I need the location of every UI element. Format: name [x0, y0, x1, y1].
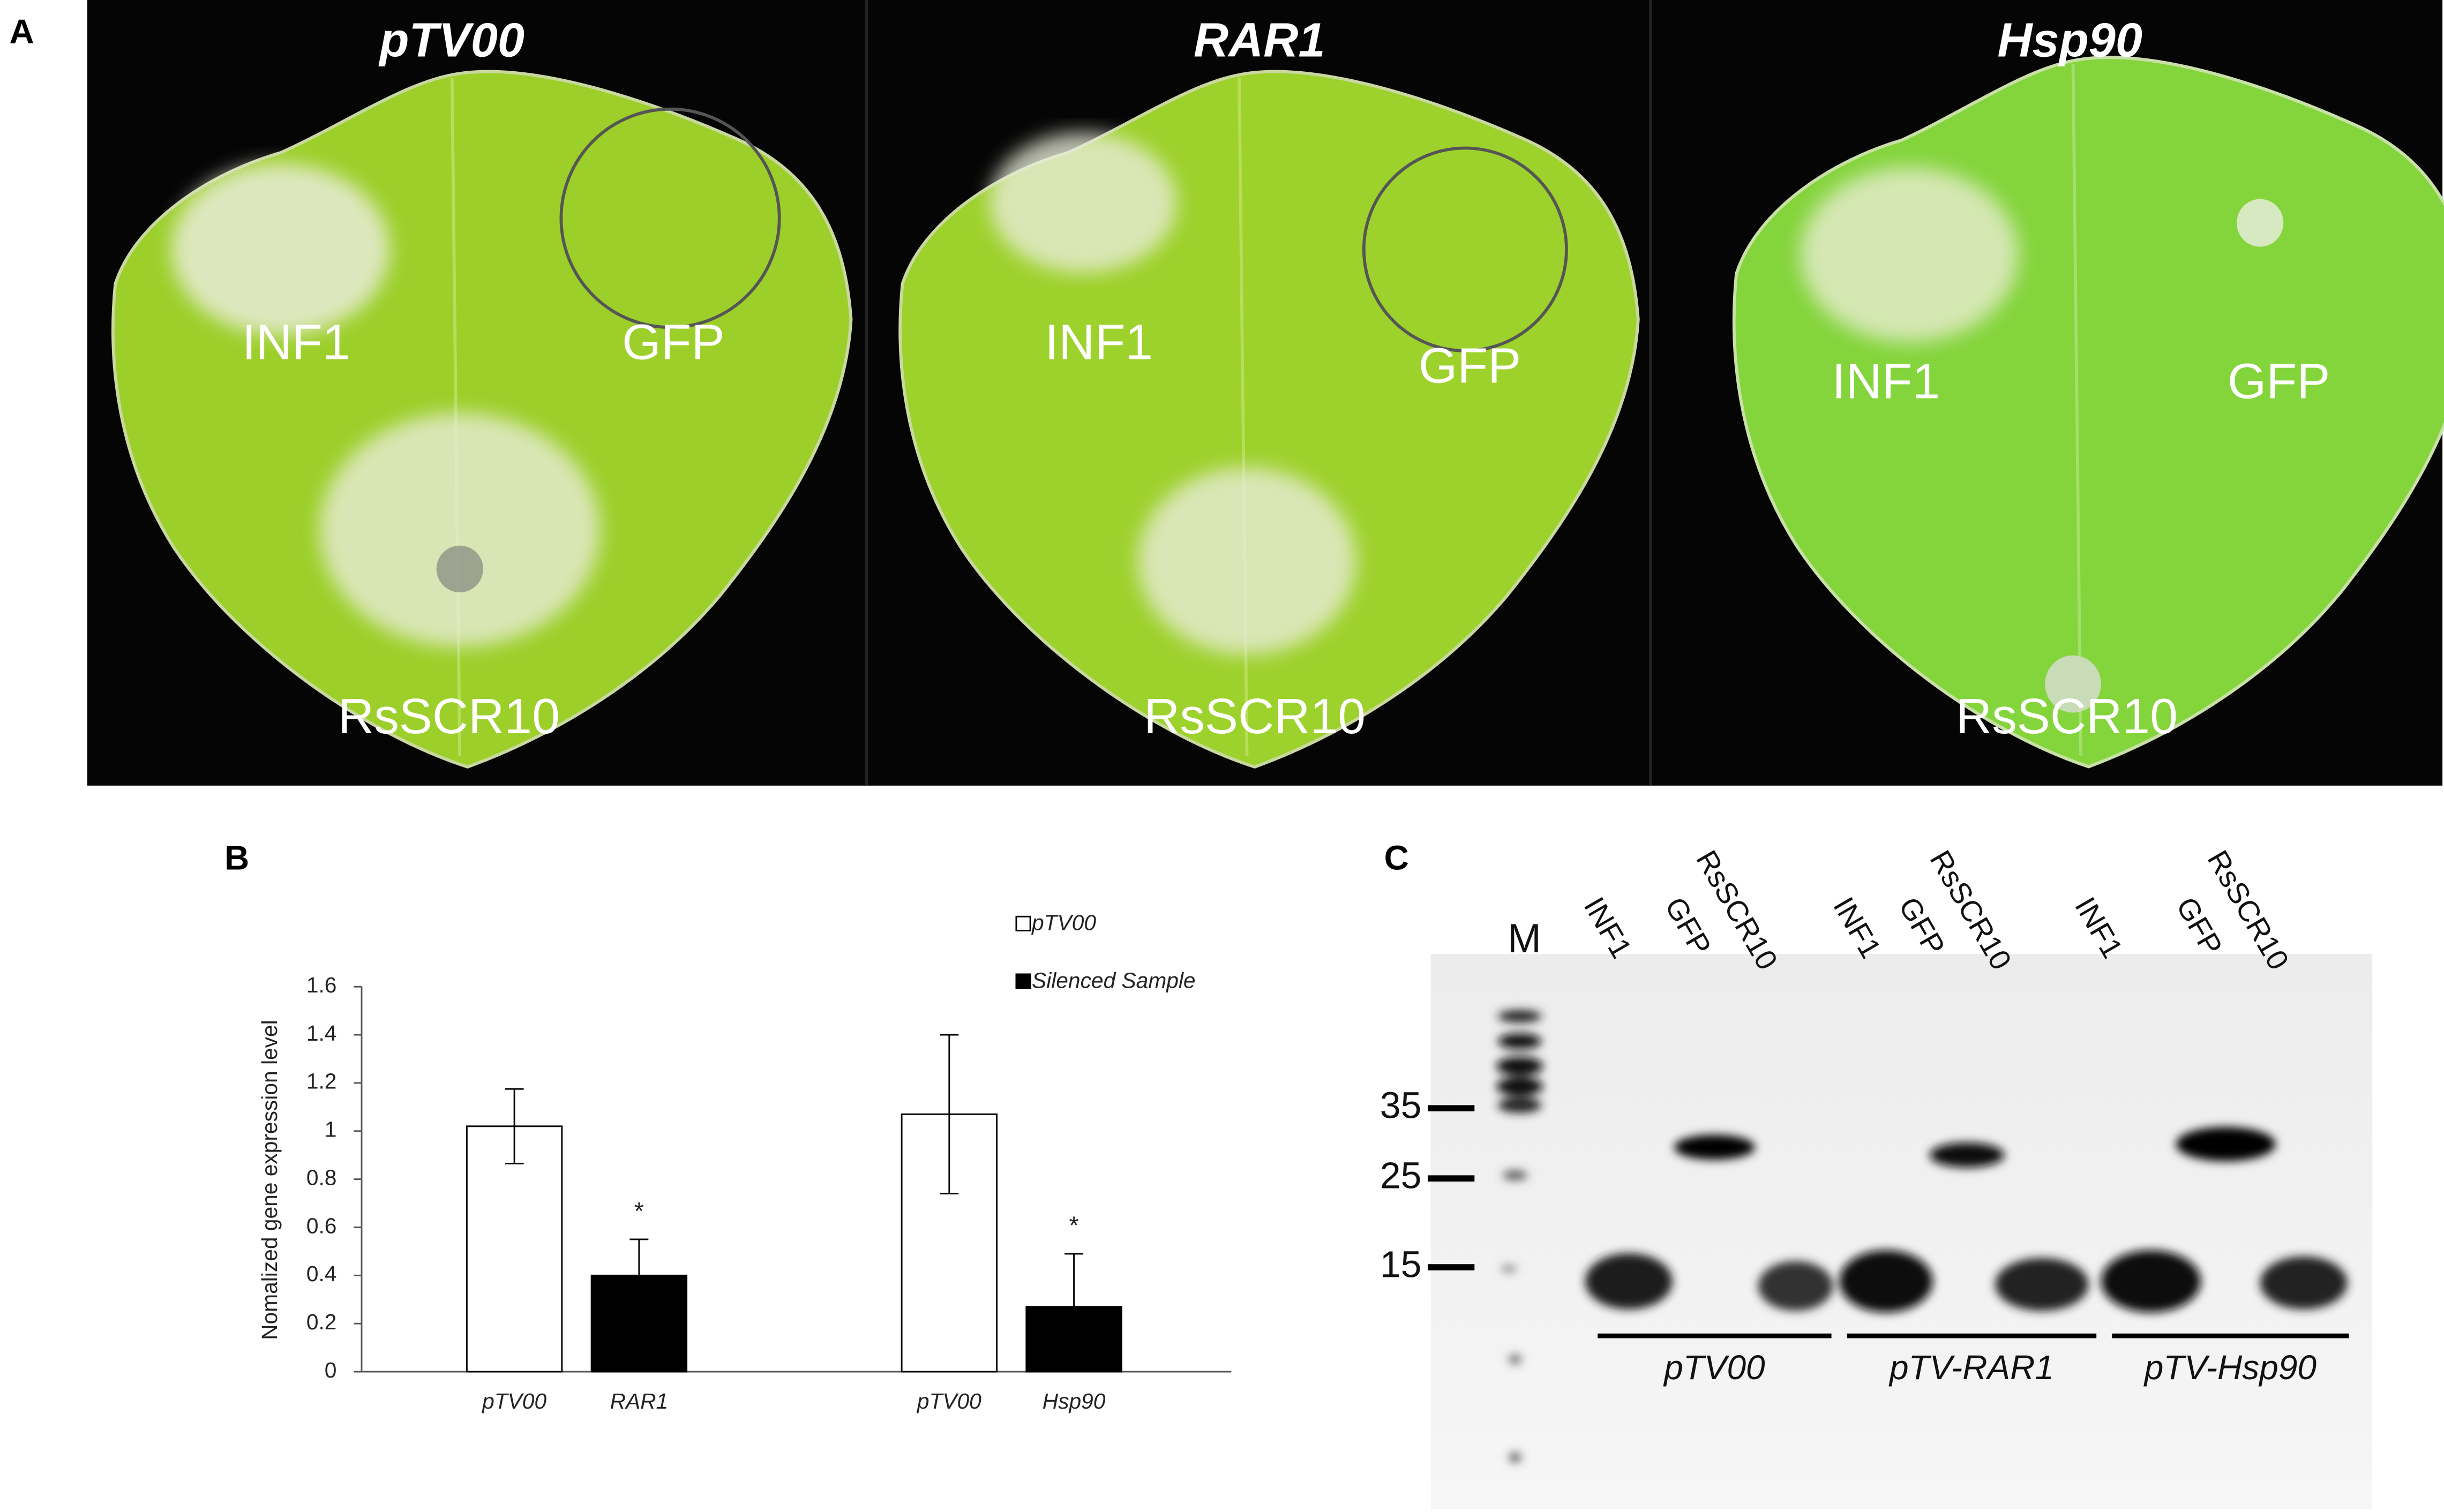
marker-size: 25	[1380, 1155, 1422, 1197]
y-axis-title: Nomalized gene expression level	[257, 1020, 282, 1340]
x-tick-label: RAR1	[610, 1389, 669, 1413]
y-tick-label: 1	[325, 1117, 337, 1142]
group-label: pTV-RAR1	[1888, 1348, 2054, 1387]
leaf-photo	[900, 72, 1638, 767]
leaf-label: RsSCR10	[338, 688, 560, 744]
leaf-photo	[1734, 57, 2444, 766]
lane-label: INF1	[2068, 891, 2130, 964]
panel-label: C	[1384, 838, 1409, 877]
panel-label: A	[9, 12, 34, 51]
bar-chart: 0 0.2 0.4 0.6 0.8 1 1.2 1.4 1.6 pTV00 RAR1 pTV00 Hsp…	[306, 911, 1232, 1413]
blot-bands	[1496, 1010, 2348, 1462]
lane-label: INF1	[1827, 891, 1888, 964]
leaf-photo	[113, 72, 851, 767]
photo-title: RAR1	[1194, 13, 1325, 67]
leaf-label: INF1	[1832, 353, 1940, 409]
panel-label: B	[224, 838, 249, 877]
photo-title: Hsp90	[1997, 13, 2142, 67]
y-tick-label: 0.4	[306, 1261, 337, 1286]
legend-swatch	[1015, 915, 1031, 931]
lane-label: GFP	[1659, 891, 1718, 960]
blot	[1430, 954, 2373, 1509]
y-tick-label: 0.2	[306, 1310, 337, 1334]
leaf-label: GFP	[1419, 337, 1521, 393]
y-tick-label: 1.4	[306, 1021, 337, 1045]
significance-mark: *	[634, 1197, 644, 1225]
y-tick-label: 1.2	[306, 1069, 337, 1094]
marker-size: 15	[1380, 1244, 1422, 1285]
legend-swatch	[1015, 973, 1031, 989]
legend-label: Silenced Sample	[1032, 968, 1196, 992]
lane-label: GFP	[2170, 891, 2229, 960]
group-label: pTV-Hsp90	[2143, 1348, 2317, 1387]
x-tick-label: Hsp90	[1043, 1389, 1106, 1413]
y-tick-label: 0.6	[306, 1213, 337, 1238]
y-tick-label: 1.6	[306, 973, 337, 997]
leaf-label: RsSCR10	[1144, 688, 1366, 744]
significance-mark: *	[1069, 1212, 1079, 1239]
photo-title: pTV00	[378, 13, 524, 67]
leaf-label: GFP	[2228, 353, 2330, 409]
y-tick-label: 0.8	[306, 1165, 337, 1190]
x-tick-label: pTV00	[481, 1389, 546, 1413]
leaf-label: GFP	[622, 314, 724, 370]
group-label: pTV00	[1663, 1348, 1765, 1387]
y-tick-label: 0	[325, 1358, 337, 1382]
lane-label: GFP	[1892, 891, 1951, 960]
marker-lane-label: M	[1508, 916, 1541, 961]
x-tick-label: pTV00	[916, 1389, 981, 1413]
leaf-label: INF1	[242, 314, 350, 370]
leaf-label: RsSCR10	[1956, 688, 2178, 744]
marker-size: 35	[1380, 1085, 1422, 1126]
legend-label: pTV00	[1031, 911, 1096, 935]
lane-label: INF1	[1578, 891, 1639, 964]
leaf-label: INF1	[1045, 314, 1153, 370]
